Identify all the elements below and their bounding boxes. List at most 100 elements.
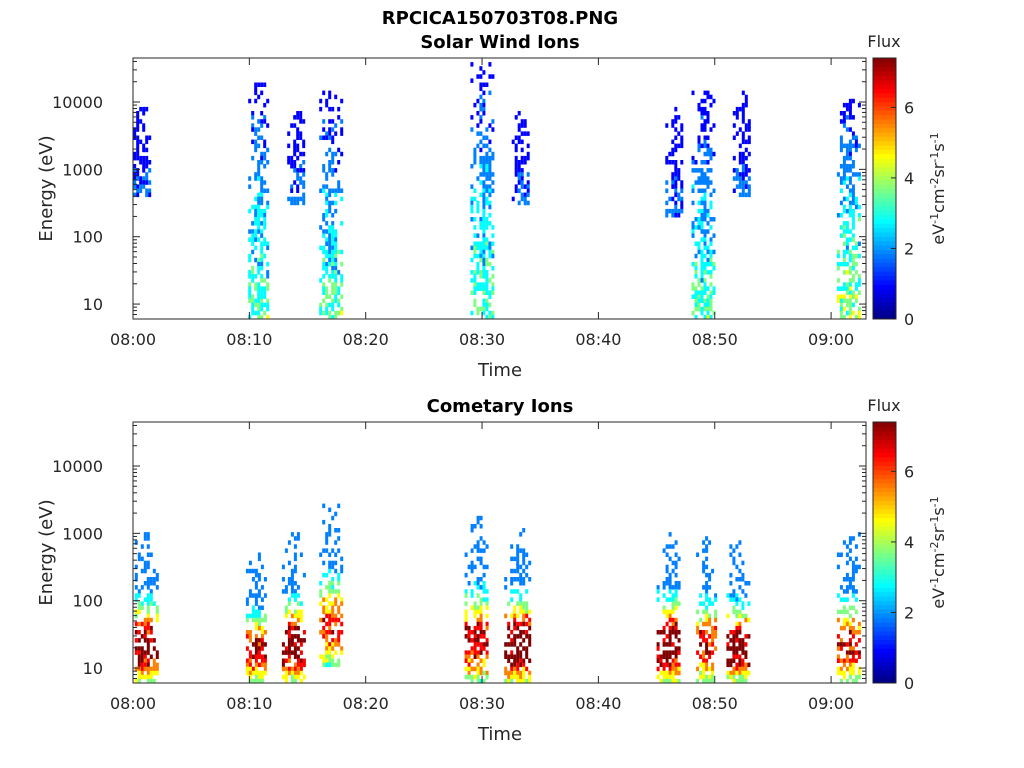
flux-cell [251, 237, 255, 242]
flux-cell [674, 625, 678, 631]
flux-cell [709, 270, 713, 275]
flux-cell [334, 270, 338, 275]
flux-cell [334, 237, 338, 242]
flux-cell [485, 290, 489, 295]
flux-cell [696, 630, 700, 635]
flux-cell [738, 674, 742, 680]
flux-cell [260, 184, 264, 189]
flux-cell [485, 642, 489, 647]
flux-cell [248, 658, 252, 663]
flux-cell [516, 544, 520, 549]
flux-cell [709, 253, 713, 259]
flux-cell [842, 642, 846, 647]
flux-cell [482, 540, 486, 545]
colorbar-segment [873, 131, 896, 137]
flux-cell [146, 601, 150, 606]
flux-cell [665, 213, 669, 218]
flux-cell [703, 290, 707, 295]
flux-cell [340, 249, 344, 255]
flux-cell [491, 180, 495, 185]
flux-cell [143, 662, 147, 668]
flux-cell [322, 127, 326, 132]
flux-cell [328, 560, 332, 566]
flux-cell [464, 593, 468, 598]
flux-cell [738, 597, 742, 602]
flux-cell [293, 589, 297, 594]
flux-cell [266, 147, 270, 153]
flux-cell [152, 670, 156, 676]
flux-cell [703, 119, 707, 124]
flux-cell [709, 302, 713, 308]
flux-cell [491, 253, 495, 259]
flux-cell [674, 605, 678, 610]
flux-cell [143, 650, 147, 655]
flux-cell [482, 286, 486, 291]
flux-cell [697, 306, 701, 312]
flux-cell [674, 552, 678, 557]
flux-cell [851, 98, 855, 104]
flux-cell [331, 213, 335, 218]
flux-cell [254, 666, 258, 672]
flux-cell [703, 188, 707, 193]
colorbar-segment [873, 422, 896, 427]
colorbar-segment [873, 262, 896, 268]
flux-cell [705, 544, 709, 549]
flux-cell [705, 621, 709, 627]
flux-cell [284, 589, 288, 594]
flux-cell [519, 609, 523, 615]
flux-cell [668, 556, 672, 562]
flux-cell [325, 302, 329, 308]
flux-cell [254, 310, 258, 316]
flux-cell [293, 147, 297, 153]
flux-cell [517, 188, 521, 193]
flux-cell [836, 261, 840, 267]
flux-cell [525, 564, 529, 570]
colorbar-segment [873, 58, 896, 63]
flux-cell [254, 208, 258, 214]
flux-cell [322, 266, 326, 271]
flux-cell [328, 278, 332, 283]
flux-cell [741, 90, 745, 96]
flux-cell [149, 589, 153, 594]
flux-cell [671, 585, 675, 590]
flux-cell [136, 168, 140, 173]
flux-cell [517, 123, 521, 128]
flux-cell [296, 585, 300, 590]
flux-cell [302, 168, 306, 173]
flux-cell [694, 302, 698, 308]
flux-cell [257, 621, 261, 627]
flux-cell [665, 160, 669, 165]
flux-cell [479, 650, 483, 655]
flux-cell [248, 638, 252, 643]
colorbar-segment [873, 535, 896, 540]
flux-cell [293, 168, 297, 173]
flux-cell [476, 286, 480, 291]
flux-cell [263, 119, 267, 124]
flux-cell [522, 613, 526, 619]
flux-cell [485, 217, 489, 222]
flux-cell [143, 658, 147, 663]
flux-cell [340, 621, 344, 627]
flux-cell [691, 200, 695, 206]
colorbar-segment [873, 439, 896, 445]
flux-cell [328, 314, 332, 320]
flux-cell [836, 266, 840, 271]
flux-cell [470, 560, 474, 566]
colorbar-segment [873, 552, 896, 558]
flux-cell [134, 585, 138, 590]
flux-cell [287, 601, 291, 606]
flux-cell [848, 650, 852, 655]
flux-cell [735, 650, 739, 655]
flux-cell [857, 638, 861, 643]
flux-cell [668, 650, 672, 655]
flux-cell [260, 188, 264, 193]
solar-wind-ions-title: Solar Wind Ions [420, 32, 579, 53]
flux-cell [482, 160, 486, 165]
flux-cell [331, 229, 335, 234]
flux-cell [482, 597, 486, 602]
flux-cell [513, 674, 517, 680]
flux-cell [851, 164, 855, 169]
flux-cell [296, 135, 300, 140]
flux-cell [674, 188, 678, 193]
flux-cell [674, 176, 678, 181]
